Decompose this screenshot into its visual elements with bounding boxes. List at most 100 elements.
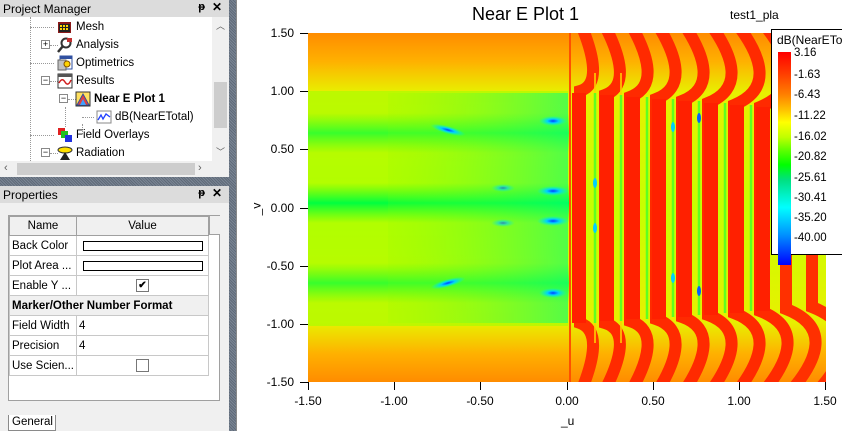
legend-value: -40.00 — [794, 232, 827, 244]
y-tick — [300, 149, 308, 150]
close-icon[interactable]: ✕ — [211, 0, 222, 14]
tree-vertical-scrollbar[interactable]: ︿ ﹀ — [212, 17, 229, 161]
legend-value: -25.61 — [794, 172, 827, 184]
x-tick-label: 1.50 — [813, 394, 837, 408]
close-icon[interactable]: ✕ — [211, 186, 222, 200]
legend-value: -11.22 — [794, 110, 826, 122]
scroll-left-icon[interactable]: ‹ — [4, 162, 8, 174]
scroll-up-icon[interactable]: ︿ — [216, 21, 226, 31]
tree-item-mesh[interactable]: Mesh — [30, 18, 104, 36]
property-name: Plot Area ... — [9, 255, 77, 276]
tree-item-field-overlays[interactable]: Field Overlays — [30, 126, 150, 144]
legend-title: dB(NearETo — [777, 33, 842, 47]
property-value[interactable] — [76, 235, 209, 256]
x-tick-label: 0.50 — [641, 394, 665, 408]
expand-icon[interactable]: + — [41, 39, 50, 49]
field-overlays-icon — [57, 127, 73, 143]
legend-value: -1.63 — [794, 69, 821, 81]
column-header-value[interactable]: Value — [76, 216, 209, 236]
plot-area-color-swatch[interactable] — [82, 260, 203, 271]
x-tick-label: -0.50 — [466, 394, 494, 408]
y-tick — [300, 266, 308, 267]
radiation-icon — [57, 145, 73, 161]
left-dock: Project Manager ᵽ ✕ Mesh + Analysi — [0, 0, 236, 431]
tree-item-label: Optimetrics — [76, 57, 135, 69]
legend-value: -30.41 — [794, 192, 827, 204]
tree-item-label: Mesh — [76, 21, 105, 33]
x-tick-label: -1.00 — [380, 394, 408, 408]
collapse-icon[interactable]: − — [59, 93, 68, 103]
tree-item-label: Results — [76, 75, 115, 87]
tab-general[interactable]: General — [8, 415, 56, 431]
tree-item-radiation[interactable]: − Radiation — [30, 144, 125, 161]
use-scientific-checkbox[interactable] — [136, 359, 149, 372]
heatmap[interactable] — [308, 33, 826, 382]
column-header-name[interactable]: Name — [9, 216, 77, 236]
precision-value[interactable]: 4 — [76, 335, 209, 356]
project-tree: Mesh + Analysis Optimetrics − — [0, 17, 212, 161]
pin-icon[interactable]: ᵽ — [198, 187, 205, 199]
y-tick-label: 0.50 — [270, 142, 294, 156]
property-row[interactable]: Enable Y ... ✔ — [9, 275, 209, 296]
property-row[interactable]: Use Scien... — [9, 355, 209, 376]
property-value[interactable] — [76, 255, 209, 276]
tree-item-results[interactable]: − Results — [30, 72, 114, 90]
grid-header-corner — [209, 216, 220, 235]
x-tick-label: 1.00 — [727, 394, 751, 408]
property-name: Back Color — [9, 235, 77, 256]
scroll-down-icon[interactable]: ﹀ — [216, 147, 226, 157]
tree-item-analysis[interactable]: + Analysis — [30, 36, 119, 54]
x-tick — [567, 382, 568, 390]
tree-item-label: dB(NearETotal) — [115, 111, 194, 123]
y-tick — [300, 208, 308, 209]
tree-horizontal-scrollbar[interactable]: ‹ › — [0, 161, 212, 177]
y-tick — [300, 382, 308, 383]
property-row[interactable]: Field Width 4 — [9, 315, 209, 336]
tree-item-label: Radiation — [76, 147, 125, 159]
property-name: Field Width — [9, 315, 77, 336]
y-tick — [300, 33, 308, 34]
legend-value: -16.02 — [794, 131, 827, 143]
x-tick — [653, 382, 654, 390]
tree-item-label: Field Overlays — [76, 129, 150, 141]
properties-panel: Properties ᵽ ✕ Name Value Back Color Plo… — [0, 186, 229, 431]
optimetrics-icon — [57, 55, 73, 71]
collapse-icon[interactable]: − — [41, 75, 50, 85]
tree-line — [82, 124, 83, 134]
back-color-swatch[interactable] — [82, 240, 203, 251]
colorbar-legend[interactable]: dB(NearETo 3.16 -1.63 -6.43 -11.22 -16.0… — [771, 29, 842, 265]
tree-item-near-e-plot-1[interactable]: − Near E Plot 1 — [48, 90, 165, 108]
pin-icon[interactable]: ᵽ — [198, 1, 205, 13]
scroll-thumb[interactable] — [214, 82, 227, 128]
property-category: Marker/Other Number Format — [9, 295, 209, 316]
x-tick — [394, 382, 395, 390]
enable-y-checkbox[interactable]: ✔ — [136, 279, 149, 292]
property-value[interactable] — [76, 355, 209, 376]
y-axis-label: _v — [249, 202, 264, 216]
property-value[interactable]: ✔ — [76, 275, 209, 296]
plot-subtitle: test1_pla — [730, 8, 779, 22]
legend-value: -20.82 — [794, 151, 827, 163]
project-manager-panel: Project Manager ᵽ ✕ Mesh + Analysi — [0, 0, 229, 177]
x-tick — [739, 382, 740, 390]
property-row[interactable]: Back Color — [9, 235, 209, 256]
plot-icon — [75, 91, 91, 107]
y-tick-label: 0.00 — [270, 201, 294, 215]
y-tick — [300, 324, 308, 325]
tree-item-optimetrics[interactable]: Optimetrics — [30, 54, 134, 72]
property-row[interactable]: Plot Area ... — [9, 255, 209, 276]
x-axis-label: _u — [561, 414, 575, 428]
collapse-icon[interactable]: − — [41, 147, 50, 157]
scroll-right-icon[interactable]: › — [198, 162, 202, 174]
tree-line — [30, 17, 31, 161]
legend-value: -35.20 — [794, 212, 827, 224]
category-label: Marker/Other Number Format — [9, 295, 209, 316]
properties-header: Properties ᵽ ✕ — [0, 186, 229, 203]
field-width-value[interactable]: 4 — [76, 315, 209, 336]
analysis-icon — [57, 37, 73, 53]
tree-item-db-nearetotal[interactable]: dB(NearETotal) — [82, 108, 194, 126]
legend-value: 3.16 — [794, 47, 817, 59]
property-row[interactable]: Precision 4 — [9, 335, 209, 356]
scroll-thumb[interactable] — [17, 163, 195, 175]
property-name: Use Scien... — [9, 355, 77, 376]
